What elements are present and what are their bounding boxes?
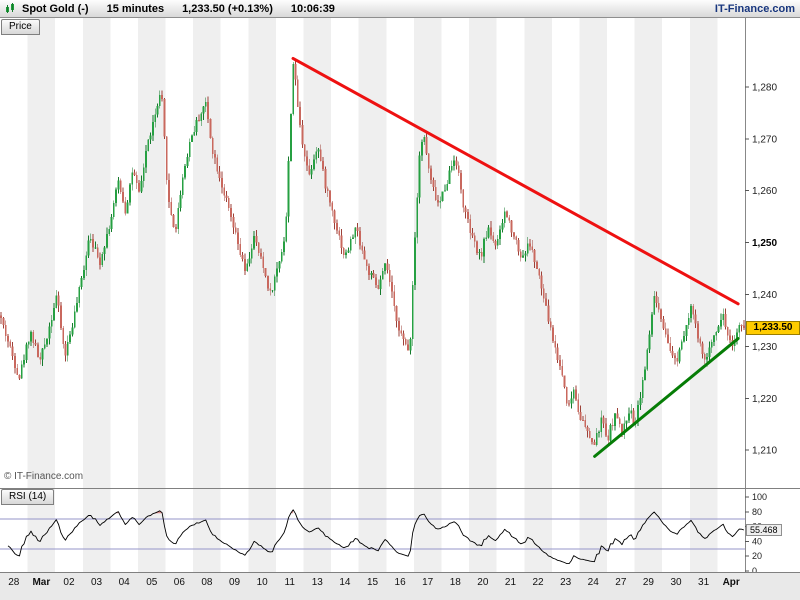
- date-label: 28: [8, 577, 20, 588]
- date-label: 10: [256, 577, 268, 588]
- rsi-axis-label: 100: [752, 492, 767, 502]
- date-label: 16: [394, 577, 406, 588]
- price-axis: 1,280 1,270 1,260 1,250 1,240 1,230 1,220 1,210: [745, 18, 777, 488]
- toolbar: Spot Gold (-) 15 minutes 1,233.50 (+0.13…: [0, 0, 800, 18]
- rsi-axis-label: 40: [752, 536, 762, 546]
- price-chart-pane[interactable]: 1,280 1,270 1,260 1,250 1,240 1,230 1,220 1,210…: [0, 18, 800, 488]
- date-label: 20: [477, 577, 489, 588]
- last-price-tag: 1,233.50: [746, 321, 800, 336]
- price-axis-label: 1,250: [752, 238, 777, 249]
- rsi-line: [7, 509, 745, 565]
- rsi-value-tag: 55.468: [746, 523, 782, 536]
- date-label: 31: [698, 577, 710, 588]
- date-label: 02: [63, 577, 75, 588]
- date-label: 18: [449, 577, 461, 588]
- day-bands: [27, 18, 718, 488]
- clock-label: 10:06:39: [290, 2, 335, 15]
- date-label: 30: [670, 577, 682, 588]
- instrument-name: Spot Gold (-): [22, 2, 89, 15]
- date-label: Mar: [32, 577, 51, 588]
- date-label: Apr: [722, 577, 740, 588]
- watermark: © IT-Finance.com: [4, 471, 84, 482]
- date-label: 29: [642, 577, 654, 588]
- price-tab[interactable]: Price: [1, 19, 40, 35]
- brand-label: IT-Finance.com: [714, 2, 795, 15]
- date-label: 08: [201, 577, 213, 588]
- timeframe-label: 15 minutes: [106, 2, 165, 15]
- price-axis-label: 1,210: [752, 446, 777, 457]
- trendline-resistance[interactable]: [291, 56, 740, 306]
- date-label: 05: [146, 577, 158, 588]
- date-label: 24: [587, 577, 599, 588]
- trendlines[interactable]: [291, 56, 740, 458]
- candlesticks: [0, 59, 745, 447]
- price-axis-label: 1,260: [752, 186, 777, 197]
- rsi-tab[interactable]: RSI (14): [1, 489, 55, 505]
- date-label: 27: [615, 577, 627, 588]
- day-bands: [27, 489, 718, 573]
- price-axis-label: 1,240: [752, 290, 777, 301]
- price-axis-label: 1,230: [752, 342, 777, 353]
- rsi-pane[interactable]: 100806040200 55.468: [0, 488, 800, 573]
- rsi-axis-label: 20: [752, 551, 762, 561]
- rsi-axis-label: 0: [752, 566, 757, 573]
- price-axis-label: 1,280: [752, 82, 777, 93]
- date-label: 21: [504, 577, 517, 588]
- rsi-chart-canvas[interactable]: 100806040200: [0, 489, 800, 573]
- rsi-axis-label: 80: [752, 507, 762, 517]
- rsi-ref-lines: [0, 518, 745, 550]
- trendline-support[interactable]: [593, 337, 740, 458]
- date-label: 17: [422, 577, 434, 588]
- date-label: 04: [118, 577, 130, 588]
- date-axis: 28 Mar 02 03 04 05 06 08 09 10 11 13 14 15 16 17 18 20 21 2…: [0, 572, 800, 600]
- date-label: 09: [228, 577, 241, 588]
- price-axis-label: 1,220: [752, 394, 777, 405]
- date-label: 14: [339, 577, 351, 588]
- date-label: 13: [311, 577, 323, 588]
- quote-label: 1,233.50 (+0.13%): [182, 2, 273, 15]
- instrument-icon: [5, 3, 16, 14]
- price-axis-label: 1,270: [752, 134, 777, 145]
- date-label: 23: [560, 577, 572, 588]
- date-label: 06: [173, 577, 185, 588]
- date-label: 15: [366, 577, 379, 588]
- date-label: 22: [532, 577, 544, 588]
- date-label: 03: [91, 577, 103, 588]
- date-label: 11: [284, 577, 295, 588]
- price-chart-canvas[interactable]: 1,280 1,270 1,260 1,250 1,240 1,230 1,220 1,210: [0, 18, 800, 488]
